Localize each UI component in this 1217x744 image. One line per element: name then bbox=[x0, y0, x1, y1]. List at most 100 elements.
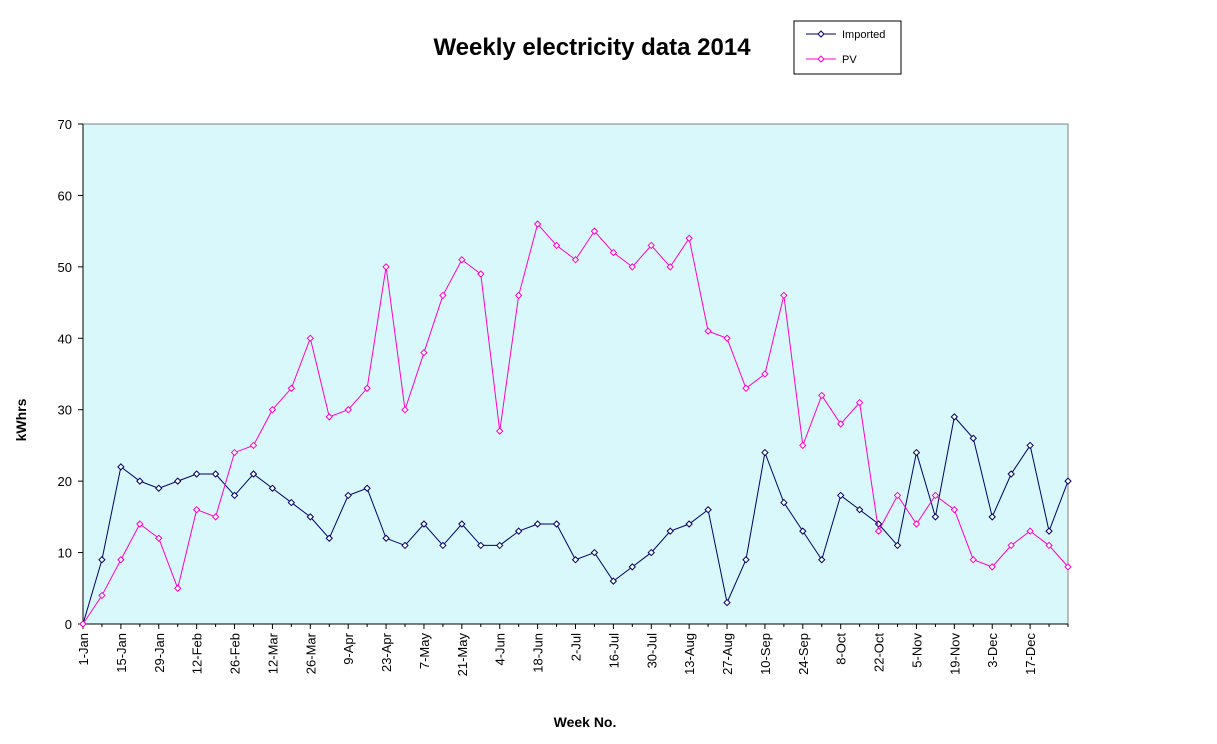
x-tick-label: 27-Aug bbox=[720, 633, 735, 675]
data-point-pv bbox=[552, 241, 561, 250]
data-point-imported bbox=[363, 484, 371, 492]
data-point-imported bbox=[249, 470, 258, 478]
data-point-pv bbox=[420, 348, 428, 357]
legend-marker-imported bbox=[817, 30, 825, 38]
x-tick-label: 4-Jun bbox=[493, 633, 508, 666]
x-tick-label: 26-Feb bbox=[228, 633, 243, 674]
data-point-pv bbox=[211, 513, 220, 521]
data-point-imported bbox=[306, 513, 315, 521]
x-tick-label: 7-May bbox=[417, 633, 432, 670]
x-tick-label: 18-Jun bbox=[531, 633, 546, 673]
data-point-imported bbox=[836, 491, 845, 500]
data-point-pv bbox=[780, 291, 788, 300]
data-point-pv bbox=[363, 384, 371, 392]
series-pv bbox=[79, 220, 1072, 628]
data-point-pv bbox=[174, 584, 182, 592]
data-point-pv bbox=[912, 520, 921, 528]
data-point-imported bbox=[268, 484, 277, 492]
data-point-imported bbox=[117, 463, 125, 471]
data-point-imported bbox=[628, 563, 637, 571]
data-point-imported bbox=[136, 477, 144, 485]
y-tick-label: 70 bbox=[58, 117, 72, 132]
x-tick-label: 30-Jul bbox=[644, 633, 659, 669]
x-tick-label: 26-Mar bbox=[303, 632, 318, 674]
data-point-pv bbox=[685, 234, 693, 242]
data-point-imported bbox=[514, 527, 523, 535]
data-point-imported bbox=[477, 541, 485, 550]
x-tick-label: 5-Nov bbox=[909, 633, 924, 668]
data-point-pv bbox=[192, 506, 201, 514]
data-point-pv bbox=[1007, 541, 1015, 550]
data-point-pv bbox=[704, 327, 712, 335]
y-tick-label: 30 bbox=[58, 403, 72, 418]
data-point-imported bbox=[780, 498, 788, 507]
data-point-imported bbox=[761, 448, 769, 457]
x-tick-label: 12-Mar bbox=[265, 632, 280, 674]
data-point-pv bbox=[287, 384, 296, 392]
data-point-pv bbox=[155, 534, 163, 542]
data-point-imported bbox=[174, 477, 182, 485]
data-point-pv bbox=[931, 491, 940, 500]
data-point-imported bbox=[533, 520, 542, 528]
x-tick-label: 23-Apr bbox=[379, 632, 394, 672]
data-point-imported bbox=[344, 491, 352, 500]
data-point-imported bbox=[1026, 441, 1034, 450]
y-tick-label: 50 bbox=[58, 260, 72, 275]
y-tick-label: 40 bbox=[58, 331, 72, 346]
legend-item-pv: PV bbox=[806, 54, 857, 66]
data-point-imported bbox=[931, 513, 940, 521]
data-point-pv bbox=[344, 406, 352, 414]
data-point-imported bbox=[742, 556, 750, 564]
data-point-imported bbox=[666, 527, 674, 535]
data-point-imported bbox=[439, 541, 447, 550]
data-point-imported bbox=[382, 534, 390, 542]
data-point-pv bbox=[723, 334, 731, 342]
legend-marker-pv bbox=[817, 55, 825, 63]
data-point-imported bbox=[1064, 477, 1072, 485]
data-point-pv bbox=[477, 270, 485, 278]
legend-item-imported: Imported bbox=[806, 29, 885, 41]
series-imported bbox=[79, 413, 1072, 628]
data-point-imported bbox=[192, 470, 201, 478]
data-point-imported bbox=[723, 598, 731, 607]
legend-box bbox=[793, 20, 902, 75]
data-point-pv bbox=[590, 227, 599, 235]
data-point-imported bbox=[458, 520, 466, 528]
data-point-imported bbox=[988, 513, 996, 521]
y-axis: 0 10 20 30 40 50 60 70 bbox=[58, 117, 84, 632]
x-tick-label: 17-Dec bbox=[1023, 633, 1038, 675]
data-point-pv bbox=[647, 241, 655, 250]
data-point-imported bbox=[230, 491, 239, 500]
data-point-imported bbox=[969, 434, 977, 442]
data-point-pv bbox=[799, 441, 807, 450]
data-point-imported bbox=[893, 541, 902, 550]
data-point-pv bbox=[950, 506, 959, 514]
data-point-pv bbox=[874, 527, 883, 535]
x-tick-label: 21-May bbox=[455, 633, 470, 677]
y-tick-label: 10 bbox=[58, 546, 72, 561]
x-axis-title: Week No. bbox=[554, 714, 617, 730]
x-tick-label: 8-Oct bbox=[834, 633, 849, 665]
data-point-pv bbox=[439, 291, 447, 300]
x-tick-label: 12-Feb bbox=[190, 633, 205, 674]
data-point-imported bbox=[1045, 527, 1053, 535]
data-point-imported bbox=[211, 470, 220, 478]
legend: Imported PV bbox=[793, 20, 902, 75]
data-point-pv bbox=[761, 370, 769, 378]
data-point-pv bbox=[458, 256, 466, 264]
chart-title: Weekly electricity data 2014 bbox=[433, 34, 751, 61]
x-tick-label: 3-Dec bbox=[985, 633, 1000, 668]
data-point-pv bbox=[855, 398, 864, 407]
data-point-pv bbox=[382, 263, 390, 271]
data-point-imported bbox=[1007, 470, 1015, 478]
data-point-imported bbox=[155, 484, 163, 492]
data-point-pv bbox=[533, 220, 542, 228]
data-point-pv bbox=[268, 406, 277, 414]
data-point-imported bbox=[799, 527, 807, 535]
x-tick-label: 19-Nov bbox=[947, 633, 962, 675]
data-point-imported bbox=[685, 520, 693, 528]
data-point-pv bbox=[79, 620, 87, 628]
data-point-pv bbox=[98, 591, 106, 600]
data-point-pv bbox=[325, 413, 333, 421]
data-point-imported bbox=[401, 541, 409, 550]
